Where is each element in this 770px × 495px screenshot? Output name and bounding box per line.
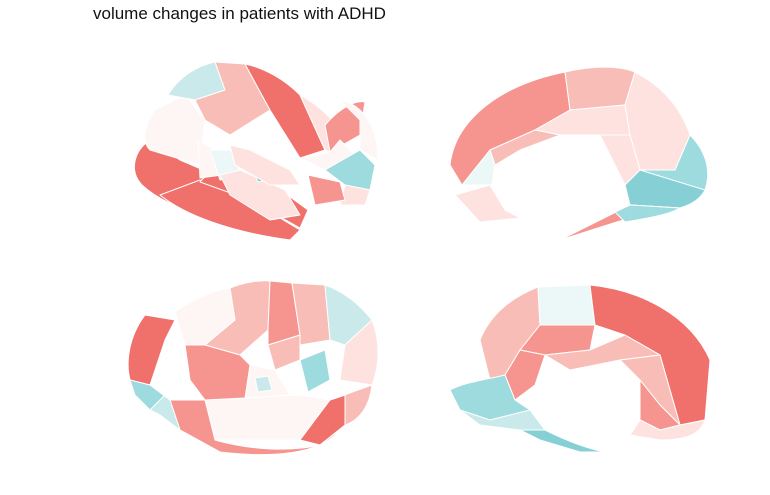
figure-title: volume changes in patients with ADHD <box>93 4 386 23</box>
region-inferior-parietal <box>299 139 356 171</box>
region-temporal-pole <box>229 144 301 186</box>
region-superior-temporal <box>219 169 301 221</box>
region-parahippocampal-right <box>519 429 606 453</box>
region-pars-triangularis-right <box>299 349 331 393</box>
left-medial-view <box>449 66 709 241</box>
region-paracentral <box>564 66 636 111</box>
left-lateral-view <box>133 61 379 241</box>
right-lateral-view <box>127 280 379 456</box>
region-inferior-temporal <box>159 179 301 241</box>
right-medial-view <box>449 284 711 453</box>
region-precentral <box>244 63 326 159</box>
region-fusiform-lateral-right <box>149 384 181 431</box>
region-precentral-right <box>291 282 331 346</box>
region-fusiform-medial <box>614 204 681 223</box>
region-medial-orbitofrontal-right <box>629 419 706 441</box>
region-transverse-temporal-right <box>254 375 273 393</box>
region-temporal-pole-right <box>329 384 373 426</box>
region-lateral-occipital-right <box>127 314 176 386</box>
region-pars-opercularis-right <box>267 334 301 371</box>
region-paracentral-right <box>537 284 596 326</box>
region-banks-sts-right <box>184 344 251 401</box>
region-rostral-middle-frontal <box>144 94 206 166</box>
region-rostral-anterior-cingulate <box>461 149 496 186</box>
region-lateral-occipital <box>324 149 376 191</box>
region-medial-orbitofrontal <box>454 184 521 223</box>
region-inferior-temporal-right <box>169 399 341 456</box>
region-superior-parietal <box>339 99 379 161</box>
region-banks-sts <box>307 174 346 206</box>
